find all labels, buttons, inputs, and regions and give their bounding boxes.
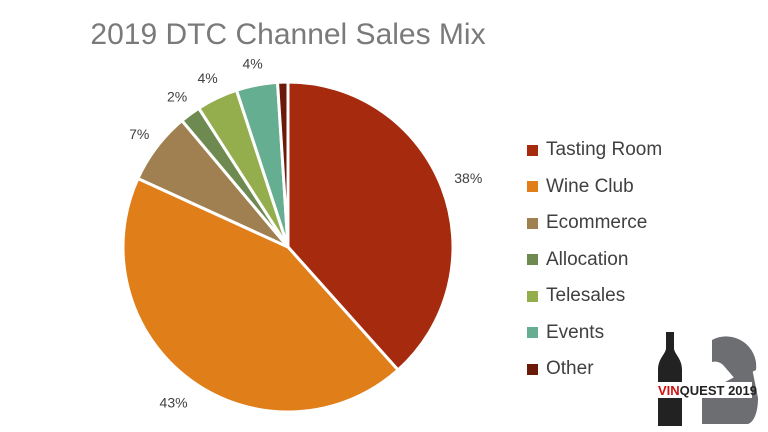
legend-label: Allocation [546, 248, 629, 270]
legend-swatch [527, 363, 538, 375]
legend-item: Tasting Room [527, 132, 662, 169]
legend-label: Events [546, 321, 605, 343]
data-label: 38% [454, 170, 482, 186]
pie-slice-wine-club [121, 176, 401, 414]
data-label: 7% [129, 126, 149, 142]
legend-item: Allocation [527, 242, 662, 279]
legend-item: Wine Club [527, 169, 662, 206]
pie-slice-tasting-room [286, 80, 455, 373]
vinquest-logo: VINQUEST 2019 [652, 332, 762, 428]
legend-label: Other [546, 358, 594, 380]
data-label: 43% [160, 394, 188, 410]
svg-text:VINQUEST 2019: VINQUEST 2019 [658, 383, 757, 398]
legend-swatch [527, 144, 538, 156]
legend-label: Telesales [546, 285, 626, 307]
legend-item: Ecommerce [527, 205, 662, 242]
legend-swatch [527, 181, 538, 193]
legend-label: Ecommerce [546, 212, 648, 234]
chart-title: 2019 DTC Channel Sales Mix [90, 18, 486, 51]
data-label: 2% [167, 88, 187, 104]
pie-slice-other [275, 80, 290, 248]
legend: Tasting Room Wine Club Ecommerce Allocation… [527, 132, 662, 388]
legend-swatch [527, 217, 538, 229]
legend-swatch [527, 290, 538, 302]
legend-item: Other [527, 351, 662, 388]
legend-item: Telesales [527, 278, 662, 315]
legend-item: Events [527, 315, 662, 352]
legend-swatch [527, 327, 538, 339]
legend-swatch [527, 254, 538, 266]
data-label: 4% [198, 70, 218, 86]
legend-label: Tasting Room [546, 139, 663, 161]
data-label: 4% [242, 55, 262, 71]
legend-label: Wine Club [546, 175, 634, 197]
